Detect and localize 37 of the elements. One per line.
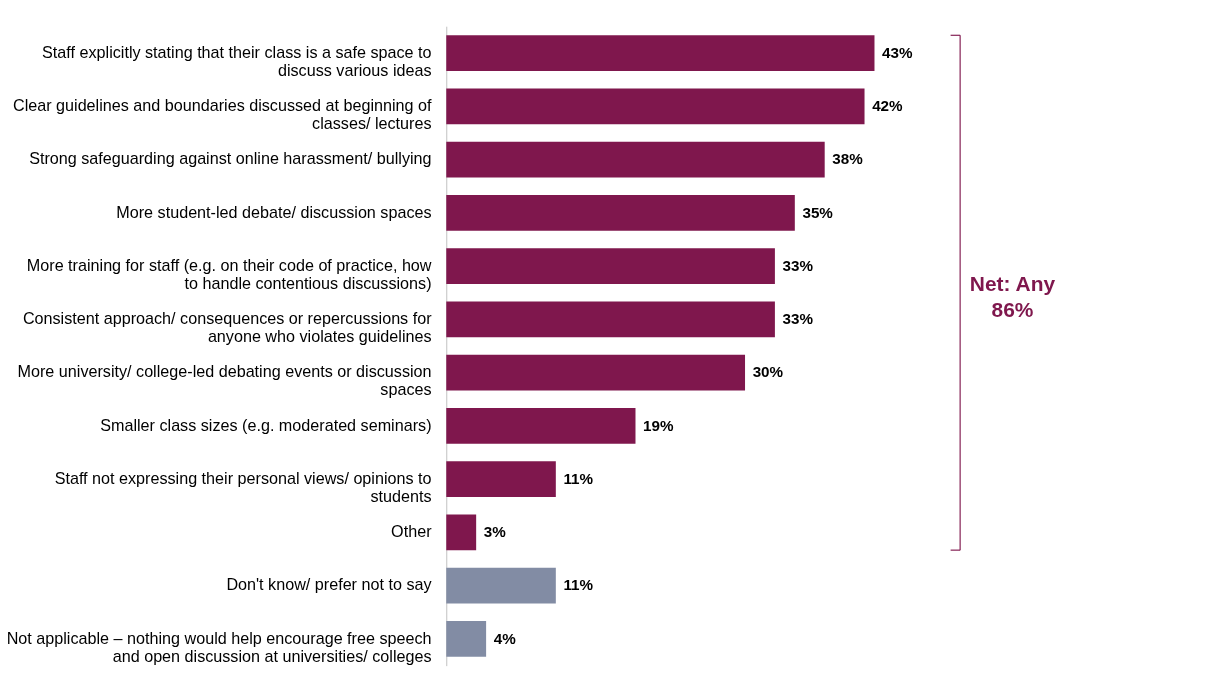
- data-label: 4%: [493, 629, 517, 647]
- data-label: 11%: [563, 469, 594, 487]
- data-label: 42%: [872, 97, 904, 115]
- y-tick-label: Staff not expressing their personal views/ opinions to students: [54, 468, 432, 505]
- bar: [446, 407, 636, 444]
- y-tick-label: Strong safeguarding against online harassment/ bullying: [29, 149, 432, 168]
- data-label: 19%: [643, 416, 675, 434]
- y-tick-label: Clear guidelines and boundaries discussed at beginning of classes/ lectures: [12, 96, 433, 133]
- y-tick-label: More university/ college-led debating events or discussion spaces: [17, 362, 432, 399]
- bar: [446, 461, 556, 497]
- y-tick-label: Consistent approach/ consequences or repercussions for anyone who violates guidelines: [22, 309, 433, 346]
- bar: [446, 35, 875, 71]
- bar: [446, 88, 865, 125]
- y-tick-label: Staff explicitly stating that their class is a safe space to discuss various ideas: [42, 42, 432, 79]
- data-label: 30%: [752, 363, 784, 381]
- bar: [446, 195, 795, 231]
- y-tick-label: Smaller class sizes (e.g. moderated seminars): [100, 415, 432, 434]
- data-label: 11%: [563, 576, 594, 594]
- y-tick-label: More student-led debate/ discussion spaces: [116, 202, 432, 221]
- y-tick-label: Other: [391, 522, 433, 541]
- bar: [446, 620, 487, 657]
- data-label: 35%: [802, 203, 834, 221]
- data-label: 33%: [782, 256, 814, 274]
- bar: [446, 141, 825, 178]
- bar: [446, 567, 556, 604]
- y-tick-label: More training for staff (e.g. on their code of practice, how to handle contentious discussions): [26, 255, 432, 292]
- data-label: 38%: [832, 150, 864, 168]
- text: Net: Any 86%: [969, 271, 1056, 322]
- data-label: 33%: [782, 310, 814, 328]
- bar: [446, 248, 775, 284]
- bar: [446, 301, 775, 338]
- data-label: 43%: [882, 43, 914, 61]
- bar: [446, 514, 477, 551]
- y-tick-label: Don't know/ prefer not to say: [226, 575, 433, 594]
- y-tick-label: Not applicable – nothing would help encourage free speech and open discussion at universities/ colleges: [6, 628, 432, 665]
- data-label: 3%: [483, 523, 507, 541]
- bar: [446, 354, 746, 391]
